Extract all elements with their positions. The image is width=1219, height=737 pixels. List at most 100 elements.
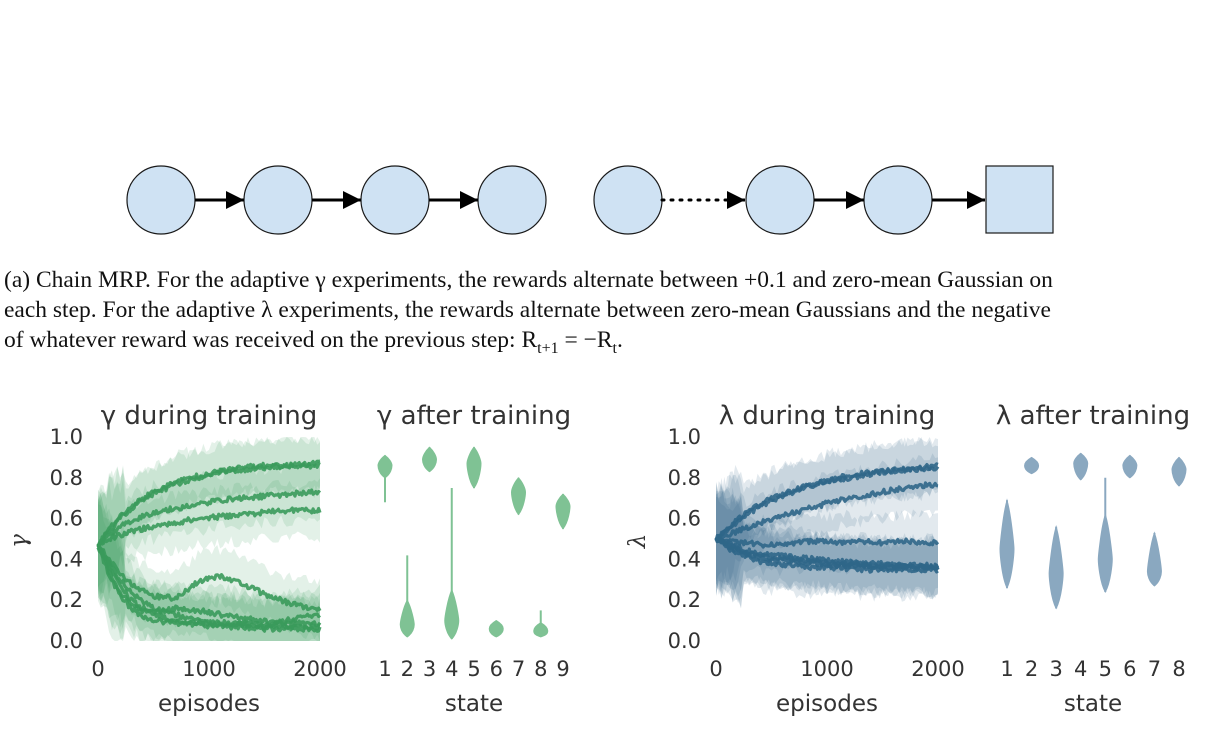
panel-gamma_training: γ during training 0.0 0.2 0.4 0.6 0.8 1.0 0 1000… xyxy=(6,401,347,717)
x-tick-label: 1000 xyxy=(800,657,853,681)
chain-state-node xyxy=(477,165,547,235)
chain-state-node xyxy=(745,165,815,235)
series-band xyxy=(716,490,938,609)
caption-line-3-end: . xyxy=(617,327,623,353)
series-band xyxy=(98,494,320,641)
series-line xyxy=(714,481,939,543)
violin-body xyxy=(1073,452,1089,481)
series-band xyxy=(98,437,320,596)
violin xyxy=(444,488,460,640)
y-tick-label: 0.2 xyxy=(50,588,83,612)
chain-state-node xyxy=(243,165,313,235)
series-band xyxy=(716,482,938,609)
violin xyxy=(399,555,415,638)
x-axis-label: episodes xyxy=(776,691,878,717)
x-tick-label: 4 xyxy=(445,657,458,681)
violin-body xyxy=(1024,456,1040,475)
x-axis-label: state xyxy=(1064,691,1122,717)
y-tick-label: 0.6 xyxy=(668,507,701,531)
y-tick-label: 0.4 xyxy=(668,547,701,571)
x-axis-label: state xyxy=(445,691,503,717)
series-line xyxy=(97,459,321,547)
series-line xyxy=(97,488,322,547)
series-line xyxy=(97,545,321,631)
series-band xyxy=(98,493,320,641)
chain-state-node xyxy=(593,165,663,235)
violin xyxy=(1122,454,1138,479)
violin-body xyxy=(488,620,504,638)
violin-body xyxy=(377,454,393,479)
violin-body xyxy=(999,498,1015,590)
x-tick-label: 3 xyxy=(1049,657,1062,681)
x-tick-label: 0 xyxy=(91,657,104,681)
series-line xyxy=(96,506,322,547)
y-tick-label: 0.8 xyxy=(50,466,83,490)
panel-title: γ after training xyxy=(377,401,571,431)
violin-body xyxy=(1122,454,1138,479)
y-axis-label: γ xyxy=(6,534,32,548)
violin-body xyxy=(533,622,549,638)
violin xyxy=(421,446,438,473)
chain-mrp-diagram xyxy=(126,165,1054,235)
violin-body xyxy=(421,446,438,473)
figure-caption: (a) Chain MRP. For the adaptive γ experi… xyxy=(4,267,1053,357)
panel-title: λ after training xyxy=(996,401,1190,431)
chain-state-node xyxy=(126,165,196,235)
violin xyxy=(1097,477,1113,594)
x-tick-label: 8 xyxy=(534,657,547,681)
violin-body xyxy=(510,477,527,516)
violin xyxy=(1073,452,1089,481)
violin xyxy=(1171,456,1187,487)
caption-line-3-text: of whatever reward was received on the p… xyxy=(4,327,537,353)
violin-body xyxy=(1048,525,1064,610)
x-tick-label: 6 xyxy=(1123,657,1136,681)
x-tick-label: 8 xyxy=(1172,657,1185,681)
series-line xyxy=(715,537,939,574)
y-tick-label: 1.0 xyxy=(668,425,701,449)
violin xyxy=(488,620,504,638)
violin xyxy=(510,477,527,516)
caption-subscript-1: t+1 xyxy=(537,340,558,357)
series-band xyxy=(716,437,938,597)
panel-lambda_after: λ after training 1 2 3 4 5 6 7 8 state xyxy=(996,401,1190,717)
violin-body xyxy=(466,446,482,489)
violin xyxy=(1048,525,1064,610)
series-line xyxy=(715,537,940,549)
violin-body xyxy=(399,599,415,638)
series-line xyxy=(96,544,322,612)
caption-line-2: each step. For the adaptive λ experiment… xyxy=(4,297,1051,323)
violin xyxy=(466,446,482,489)
x-tick-label: 5 xyxy=(1099,657,1112,681)
violin xyxy=(999,498,1015,590)
violin-body xyxy=(555,493,571,530)
panel-title: λ during training xyxy=(719,401,936,431)
series-line xyxy=(96,547,322,633)
chain-state-node xyxy=(360,165,430,235)
series-band xyxy=(98,489,320,641)
x-tick-label: 4 xyxy=(1074,657,1087,681)
violin xyxy=(555,493,571,530)
panel-gamma_after: γ after training 1 2 3 4 5 6 7 8 9 state xyxy=(377,401,571,717)
violin xyxy=(533,610,549,638)
y-axis-label: λ xyxy=(625,534,651,550)
series-group xyxy=(714,437,940,609)
series-group xyxy=(96,437,322,641)
x-tick-label: 2 xyxy=(1025,657,1038,681)
caption-line-1: (a) Chain MRP. For the adaptive γ experi… xyxy=(4,267,1053,293)
x-tick-label: 3 xyxy=(423,657,436,681)
terminal-state-square xyxy=(985,165,1054,234)
panel-title: γ during training xyxy=(101,401,318,431)
series-line xyxy=(714,464,940,541)
x-tick-label: 2 xyxy=(401,657,414,681)
x-tick-label: 7 xyxy=(1148,657,1161,681)
y-tick-label: 0.8 xyxy=(668,466,701,490)
series-band xyxy=(98,437,320,588)
violin xyxy=(377,454,393,503)
caption-line-3-mid: = −R xyxy=(559,327,613,353)
x-tick-label: 2000 xyxy=(911,657,964,681)
plot-panels: γ during training 0.0 0.2 0.4 0.6 0.8 1.0 0 1000… xyxy=(6,401,1190,717)
violin xyxy=(1146,531,1162,587)
y-tick-label: 0.6 xyxy=(50,507,83,531)
x-tick-label: 5 xyxy=(467,657,480,681)
